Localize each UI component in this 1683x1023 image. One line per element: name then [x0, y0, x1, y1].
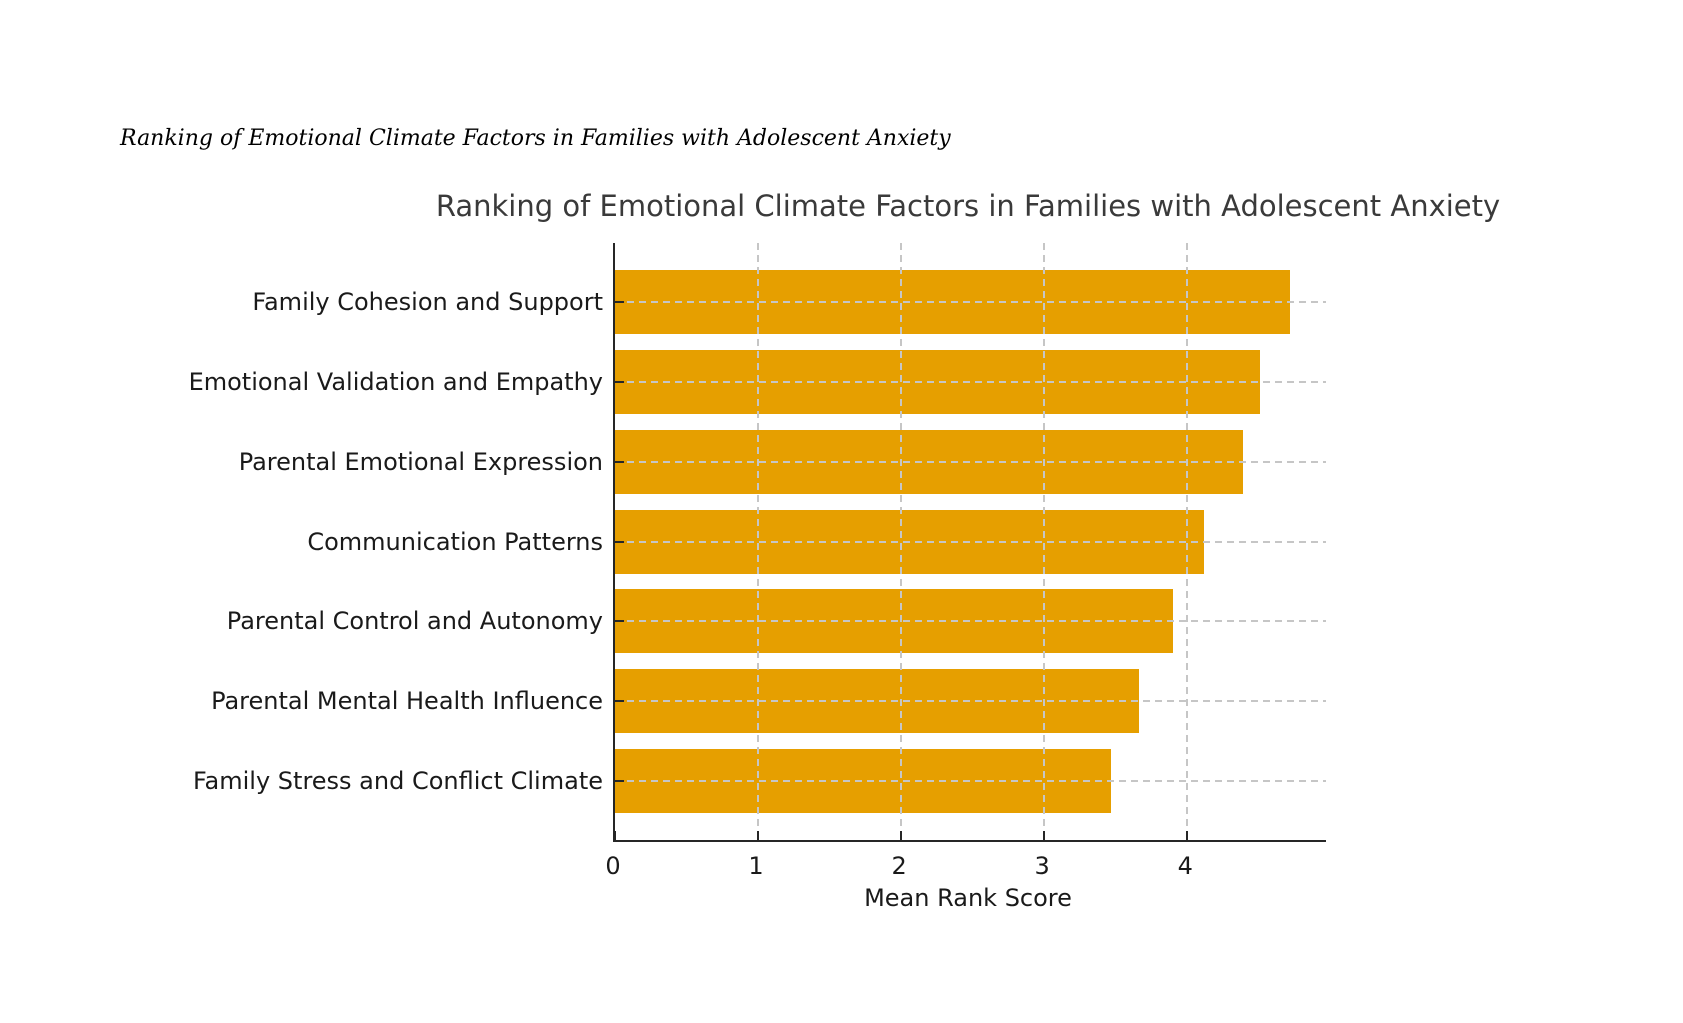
- y-tick-mark: [615, 461, 624, 463]
- x-tick-mark: [614, 831, 616, 840]
- x-tick-label: 0: [605, 852, 621, 880]
- y-tick-label: Emotional Validation and Empathy: [188, 368, 603, 396]
- x-axis-label: Mean Rank Score: [864, 884, 1072, 912]
- x-tick-label: 2: [891, 852, 907, 880]
- gridline-horizontal: [615, 381, 1326, 383]
- x-tick-mark: [757, 831, 760, 840]
- y-tick-mark: [615, 700, 624, 702]
- y-tick-label: Parental Mental Health Influence: [211, 687, 603, 715]
- gridline-horizontal: [615, 461, 1326, 463]
- y-tick-mark: [615, 620, 624, 622]
- x-tick-label: 3: [1034, 852, 1050, 880]
- gridline-horizontal: [615, 780, 1326, 782]
- y-tick-label: Parental Control and Autonomy: [226, 607, 603, 635]
- x-tick-mark: [900, 831, 903, 840]
- y-tick-label: Family Cohesion and Support: [252, 288, 603, 316]
- plot-area: [613, 243, 1326, 842]
- figure-note: Ranking of Emotional Climate Factors in …: [120, 126, 951, 151]
- y-tick-label: Communication Patterns: [307, 528, 603, 556]
- y-axis-labels: Family Cohesion and Support Emotional Val…: [0, 243, 603, 840]
- chart-title: Ranking of Emotional Climate Factors in …: [435, 189, 1501, 223]
- y-tick-mark: [615, 301, 624, 303]
- y-tick-mark: [615, 381, 624, 383]
- x-tick-mark: [1186, 831, 1189, 840]
- y-tick-mark: [615, 780, 624, 782]
- y-tick-label: Family Stress and Conflict Climate: [192, 767, 603, 795]
- gridline-horizontal: [615, 700, 1326, 702]
- x-tick-mark: [1043, 831, 1046, 840]
- x-tick-label: 1: [748, 852, 764, 880]
- gridline-horizontal: [615, 541, 1326, 543]
- gridline-horizontal: [615, 301, 1326, 303]
- x-tick-label: 4: [1177, 852, 1193, 880]
- x-axis-tick-labels: 0 1 2 3 4: [605, 850, 1324, 882]
- gridline-horizontal: [615, 620, 1326, 622]
- y-tick-label: Parental Emotional Expression: [238, 448, 603, 476]
- y-tick-mark: [615, 541, 624, 543]
